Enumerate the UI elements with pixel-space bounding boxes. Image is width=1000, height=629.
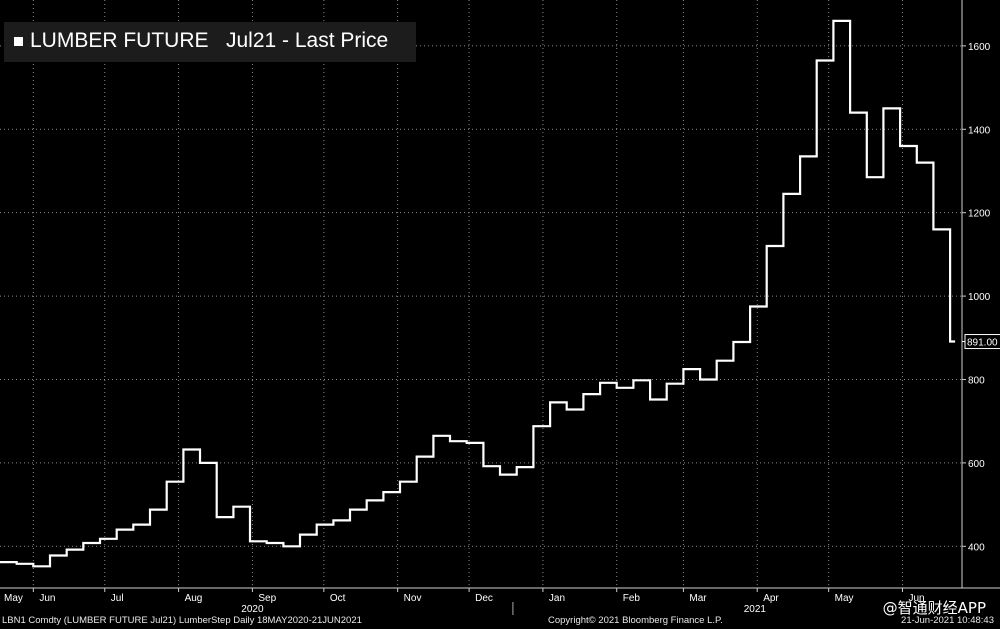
footer-copyright: Copyright© 2021 Bloomberg Finance L.P. xyxy=(548,615,723,626)
y-tick-label: 1600 xyxy=(968,42,991,53)
x-tick-label: Nov xyxy=(404,593,422,604)
y-tick-label: 1200 xyxy=(968,209,991,220)
watermark: @智通财经APP xyxy=(882,599,986,617)
x-tick-label: Oct xyxy=(330,593,346,604)
price-series-line xyxy=(0,19,956,568)
legend-series-name: LUMBER FUTURE xyxy=(30,29,209,52)
chart-legend: LUMBER FUTURE Jul21 - Last Price xyxy=(4,22,416,62)
y-tick-label: 800 xyxy=(968,375,985,386)
y-tick-label: 1000 xyxy=(968,292,991,303)
year-label: 2021 xyxy=(744,604,767,615)
x-tick-label: Mar xyxy=(689,593,707,604)
x-tick-label: Jun xyxy=(39,593,55,604)
y-tick-label: 600 xyxy=(968,459,985,470)
x-tick-label: Dec xyxy=(475,593,493,604)
footer-timestamp: 21-Jun-2021 10:48:43 xyxy=(901,615,994,626)
legend-swatch xyxy=(14,37,23,46)
y-tick-label: 400 xyxy=(968,542,985,553)
x-tick-label: Apr xyxy=(763,593,779,604)
footer-ticker: LBN1 Comdty (LUMBER FUTURE Jul21) Lumber… xyxy=(2,615,362,626)
last-value-box xyxy=(964,334,1000,350)
y-tick-label: 1400 xyxy=(968,125,991,136)
x-tick-label: May xyxy=(835,593,854,604)
x-tick-label: Sep xyxy=(258,593,276,604)
x-tick-label: May xyxy=(4,593,23,604)
last-value-label: 891.00 xyxy=(967,338,998,349)
x-tick-label: Aug xyxy=(185,593,203,604)
x-tick-label: Feb xyxy=(623,593,641,604)
year-label: 2020 xyxy=(241,604,264,615)
x-tick-label: Jul xyxy=(111,593,124,604)
x-tick-label: Jan xyxy=(549,593,565,604)
x-tick-label: Jun xyxy=(908,593,924,604)
legend-series-description: Jul21 - Last Price xyxy=(226,29,389,52)
